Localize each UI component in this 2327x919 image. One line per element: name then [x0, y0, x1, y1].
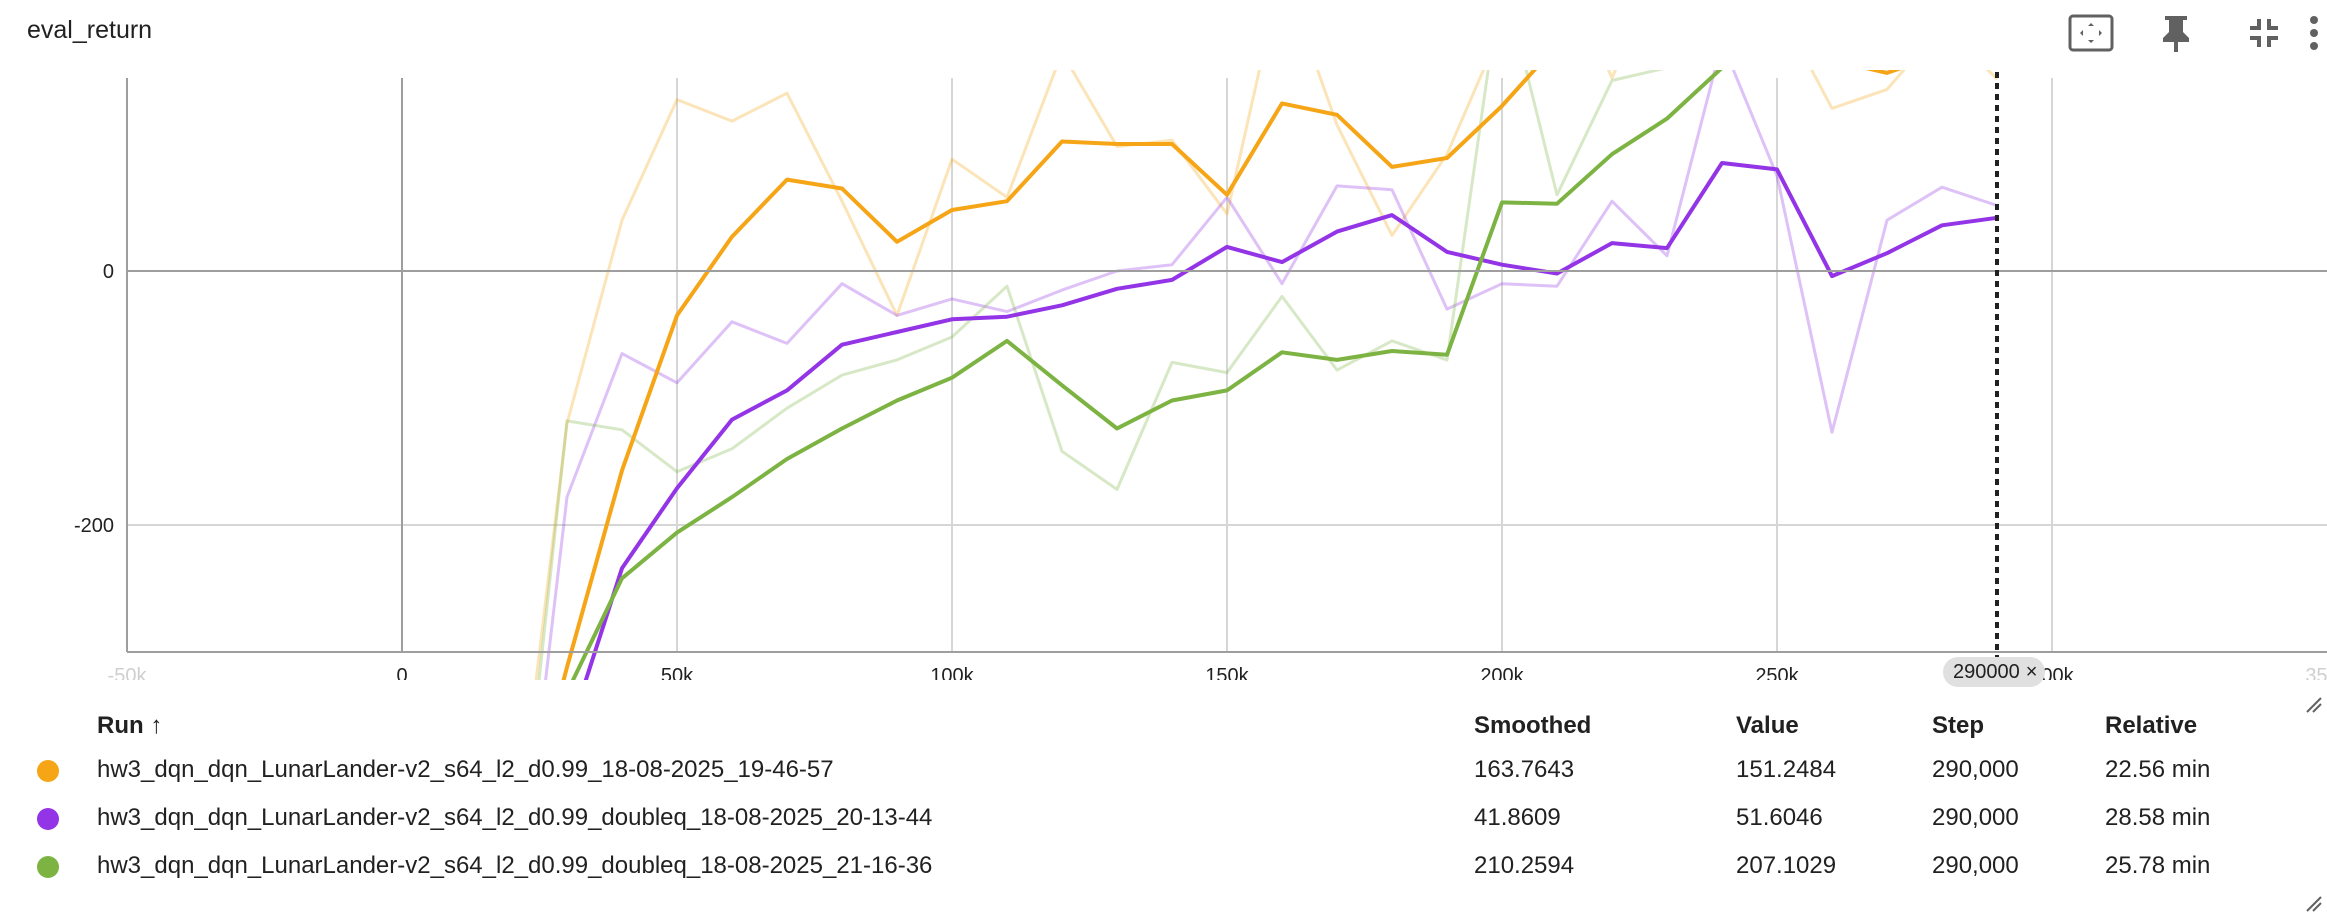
smoothed-value: 210.2594: [1474, 842, 1736, 890]
step-value: 290,000: [1932, 746, 2105, 794]
step-value: 290,000: [1932, 794, 2105, 842]
header-smoothed[interactable]: Smoothed: [1474, 706, 1736, 746]
run-color-dot: [37, 760, 59, 782]
fit-domain-icon: [2068, 13, 2114, 53]
more-vert-icon: [2309, 15, 2319, 51]
header-run[interactable]: Run ↑: [97, 706, 1474, 746]
pin-icon: [2159, 13, 2193, 53]
raw-series-line-2: [402, 70, 1997, 680]
resize-handle-icon[interactable]: [2303, 893, 2323, 913]
x-tick-label: 150k: [1205, 665, 1249, 680]
run-name: hw3_dqn_dqn_LunarLander-v2_s64_l2_d0.99_…: [97, 746, 1474, 794]
header-relative[interactable]: Relative: [2105, 706, 2325, 746]
raw-value: 151.2484: [1736, 746, 1932, 794]
smoothed-value: 41.8609: [1474, 794, 1736, 842]
run-legend-table: Run ↑ Smoothed Value Step Relative hw3_d…: [0, 706, 2325, 890]
smoothed-series-line-2: [402, 70, 1997, 680]
raw-series-line-1: [402, 70, 1997, 680]
line-chart[interactable]: -50k050k100k150k200k250k300k350k2000-200…: [0, 70, 2327, 680]
table-row[interactable]: hw3_dqn_dqn_LunarLander-v2_s64_l2_d0.99_…: [0, 794, 2325, 842]
raw-value: 207.1029: [1736, 842, 1932, 890]
smoothed-value: 163.7643: [1474, 746, 1736, 794]
legend-header-row: Run ↑ Smoothed Value Step Relative: [0, 706, 2325, 746]
x-tick-label: 0: [396, 665, 407, 680]
step-cursor-chip[interactable]: 290000 ×: [1943, 657, 2045, 687]
run-color-dot: [37, 856, 59, 878]
table-row[interactable]: hw3_dqn_dqn_LunarLander-v2_s64_l2_d0.99_…: [0, 842, 2325, 890]
raw-value: 51.6046: [1736, 794, 1932, 842]
relative-time: 28.58 min: [2105, 794, 2325, 842]
x-tick-label: 200k: [1480, 665, 1524, 680]
raw-series-line-0: [402, 70, 1997, 680]
x-tick-label: 350k: [2305, 665, 2327, 680]
table-row[interactable]: hw3_dqn_dqn_LunarLander-v2_s64_l2_d0.99_…: [0, 746, 2325, 794]
header-step[interactable]: Step: [1932, 706, 2105, 746]
pin-button[interactable]: [2151, 10, 2201, 56]
smoothed-series-line-0: [402, 70, 1997, 680]
more-options-button[interactable]: [2289, 10, 2327, 56]
step-cursor-label: 290000: [1953, 661, 2020, 684]
relative-time: 22.56 min: [2105, 746, 2325, 794]
run-color-dot: [37, 808, 59, 830]
run-name: hw3_dqn_dqn_LunarLander-v2_s64_l2_d0.99_…: [97, 794, 1474, 842]
y-tick-label: -200: [74, 515, 114, 537]
card-title: eval_return: [27, 16, 152, 45]
close-icon[interactable]: ×: [2026, 661, 2038, 684]
collapse-button[interactable]: [2239, 10, 2289, 56]
x-tick-label: 50k: [661, 665, 694, 680]
x-tick-label: 100k: [930, 665, 974, 680]
fit-domain-button[interactable]: [2066, 10, 2116, 56]
relative-time: 25.78 min: [2105, 842, 2325, 890]
collapse-icon: [2247, 16, 2281, 50]
x-tick-label: -50k: [108, 665, 148, 680]
run-name: hw3_dqn_dqn_LunarLander-v2_s64_l2_d0.99_…: [97, 842, 1474, 890]
header-value[interactable]: Value: [1736, 706, 1932, 746]
step-value: 290,000: [1932, 842, 2105, 890]
y-tick-label: 0: [103, 261, 114, 283]
x-tick-label: 250k: [1755, 665, 1799, 680]
